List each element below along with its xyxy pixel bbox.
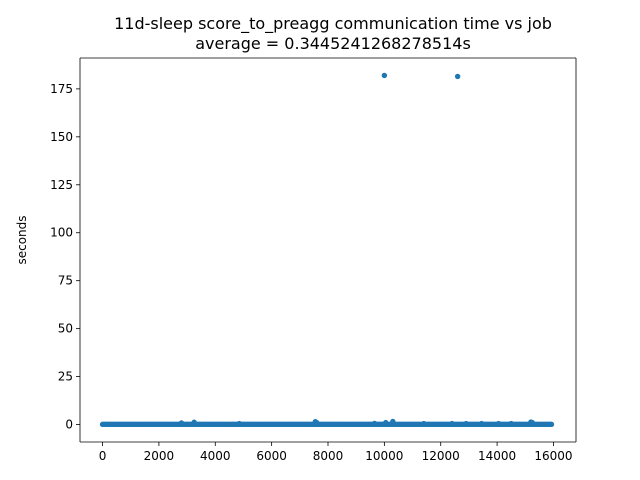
y-tick-label: 175	[50, 82, 73, 96]
x-tick-label: 12000	[422, 449, 460, 463]
data-point	[383, 419, 389, 426]
baseline-points	[99, 421, 555, 428]
x-tick-label: 14000	[478, 449, 516, 463]
data-point	[390, 418, 396, 425]
data-point	[454, 73, 461, 80]
data-point	[548, 421, 555, 428]
x-tick-label: 2000	[144, 449, 175, 463]
data-point	[236, 420, 242, 427]
x-tick-label: 10000	[365, 449, 403, 463]
data-point	[529, 419, 536, 426]
plot-area: 0 2000 4000 6000 8000 10000 12000 14000 16000 0 25…	[50, 57, 577, 463]
y-tick-label: 75	[58, 274, 73, 288]
y-tick-label: 25	[58, 370, 73, 384]
data-point	[421, 420, 427, 427]
data-point	[381, 72, 388, 79]
y-tick-label: 50	[58, 322, 73, 336]
y-axis-label: seconds	[15, 215, 29, 264]
data-point	[478, 420, 485, 427]
x-tick-label: 8000	[313, 449, 344, 463]
data-point	[314, 419, 320, 426]
x-tick-label: 0	[99, 449, 107, 463]
x-tick-label: 16000	[534, 449, 572, 463]
data-point	[178, 420, 185, 426]
x-tick-label: 4000	[200, 449, 231, 463]
y-tick-label: 125	[50, 178, 73, 192]
data-point	[449, 420, 455, 427]
data-point	[371, 420, 378, 427]
y-tick-label: 0	[65, 418, 73, 432]
chart-title: 11d-sleep score_to_preagg communication …	[114, 14, 552, 34]
y-tick-label: 150	[50, 130, 73, 144]
data-point	[495, 420, 502, 427]
y-tick-label: 100	[50, 226, 73, 240]
data-point	[191, 419, 197, 425]
x-tick-label: 6000	[256, 449, 287, 463]
data-point	[508, 420, 514, 427]
chart-subtitle: average = 0.3445241268278514s	[195, 34, 471, 53]
data-point	[463, 420, 469, 427]
